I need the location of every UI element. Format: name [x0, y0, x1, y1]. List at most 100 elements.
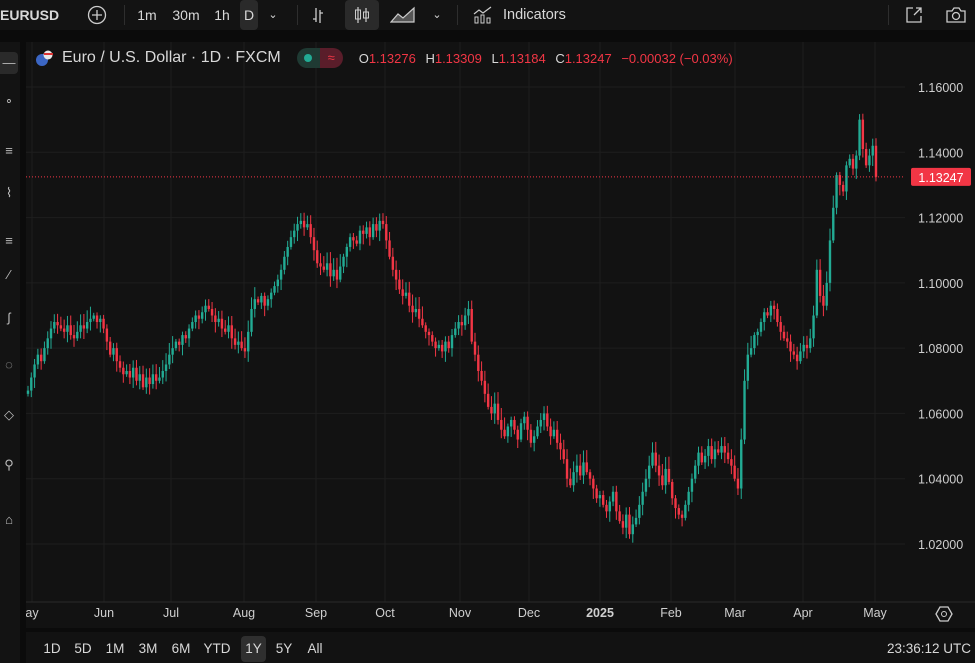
range-all[interactable]: All — [307, 641, 323, 656]
candle-down — [516, 429, 519, 440]
candle-up — [30, 377, 33, 391]
candle-down — [822, 295, 825, 306]
candle-up — [348, 237, 352, 247]
settings-gear-icon[interactable] — [935, 606, 953, 622]
fullscreen-icon[interactable] — [902, 0, 926, 30]
candle-down — [105, 328, 109, 342]
market-open-icon — [296, 48, 320, 68]
candle-down — [352, 237, 355, 241]
brush-icon[interactable]: ⁄ — [7, 267, 11, 282]
add-symbol-icon[interactable] — [85, 0, 109, 30]
candle-up — [174, 341, 178, 349]
candle-down — [562, 449, 565, 460]
last-price-badge — [911, 167, 971, 186]
candle-up — [815, 269, 819, 316]
range-1m[interactable]: 1M — [105, 641, 125, 656]
range-1y[interactable]: 1Y — [241, 636, 266, 662]
candle-down — [362, 230, 365, 234]
area-chart-icon[interactable] — [388, 0, 418, 30]
text-icon[interactable]: ʃ — [7, 310, 11, 325]
price-tick-label: 1.06000 — [918, 407, 963, 421]
candle-down — [789, 341, 792, 352]
clock[interactable]: 23:36:12 UTC — [886, 641, 971, 656]
candle-up — [365, 227, 368, 234]
time-tick-label: Nov — [449, 606, 472, 620]
candle-up — [171, 348, 174, 355]
candle-up — [835, 175, 838, 208]
emoji-icon[interactable]: ◌ — [5, 357, 13, 372]
candle-down — [792, 351, 796, 355]
price-tick-label: 1.10000 — [918, 277, 963, 291]
candle-up — [46, 338, 49, 349]
candle-down — [421, 318, 424, 326]
symbol-search-button[interactable]: EURUSD — [0, 7, 60, 23]
candle-up — [306, 224, 309, 228]
lock-icon[interactable]: ⌂ — [5, 512, 13, 527]
candle-up — [168, 354, 171, 365]
time-tick-label: 2025 — [586, 606, 614, 620]
candle-up — [79, 325, 82, 332]
candle-down — [460, 322, 464, 326]
candles-icon[interactable] — [345, 0, 379, 30]
divider — [297, 5, 298, 25]
candle-up — [697, 452, 700, 466]
candle-up — [845, 165, 848, 192]
candle-down — [549, 426, 552, 437]
crosshair-icon[interactable]: — — [0, 52, 18, 74]
candle-down — [408, 292, 411, 306]
price-chart[interactable]: 1.16000 1.14000 1.12000 1.10000 1.08000 1.060… — [26, 42, 975, 628]
candle-up — [250, 308, 253, 332]
chart-pane[interactable]: 1.16000 1.14000 1.12000 1.10000 1.08000 1.060… — [26, 42, 975, 628]
ohlc-values: O1.13276 H1.13309 L1.13184 C1.13247 −0.0… — [359, 51, 739, 66]
candle-up — [634, 517, 638, 525]
candle-up — [273, 286, 276, 293]
candle-down — [154, 374, 158, 381]
candle-down — [736, 478, 740, 489]
chevron-down-icon[interactable]: ⌄ — [432, 9, 442, 21]
range-1d[interactable]: 1D — [43, 641, 61, 656]
candle-up — [279, 269, 283, 280]
candle-up — [36, 354, 40, 365]
candle-up — [437, 344, 441, 349]
range-3m[interactable]: 3M — [138, 641, 158, 656]
candle-down — [177, 341, 181, 345]
trend-line-icon[interactable]: ∘ — [4, 93, 14, 108]
candle-down — [214, 315, 217, 323]
symbol-title[interactable]: Euro / U.S. Dollar · 1D · FXCM — [62, 49, 281, 66]
interval-1m[interactable]: 1m — [137, 7, 157, 23]
zoom-icon[interactable]: ⚲ — [4, 457, 14, 472]
candle-up — [467, 308, 470, 316]
interval-30m[interactable]: 30m — [172, 7, 200, 23]
market-status-pill[interactable]: ≈ — [296, 48, 343, 68]
candle-up — [539, 419, 542, 427]
candle-up — [342, 256, 345, 267]
bar-chart-icon[interactable] — [308, 0, 330, 30]
measure-icon[interactable]: ◇ — [4, 407, 14, 422]
camera-icon[interactable] — [943, 0, 969, 30]
indicators-button[interactable]: Indicators — [472, 0, 576, 30]
range-5d[interactable]: 5D — [74, 641, 92, 656]
candle-up — [740, 439, 743, 489]
candle-up — [664, 468, 667, 486]
candle-down — [605, 504, 608, 512]
candle-up — [187, 328, 191, 339]
candle-down — [480, 370, 483, 381]
fib-retracement-icon[interactable]: ≡ — [5, 143, 13, 158]
candle-up — [832, 207, 835, 241]
pattern-icon[interactable]: ⌇ — [5, 185, 13, 200]
range-5y[interactable]: 5Y — [275, 641, 293, 656]
candle-down — [102, 318, 105, 329]
range-ytd[interactable]: YTD — [203, 641, 231, 656]
candle-down — [220, 318, 224, 329]
range-6m[interactable]: 6M — [171, 641, 191, 656]
candle-down — [786, 338, 789, 342]
candle-up — [404, 292, 408, 296]
close-value: 1.13247 — [564, 50, 612, 66]
candle-up — [378, 220, 381, 231]
prediction-icon[interactable]: ≡ — [5, 233, 13, 248]
interval-1h[interactable]: 1h — [214, 7, 230, 23]
interval-d[interactable]: D — [240, 0, 258, 30]
candle-up — [523, 416, 526, 424]
candle-down — [440, 344, 444, 352]
chevron-down-icon[interactable]: ⌄ — [268, 9, 278, 21]
